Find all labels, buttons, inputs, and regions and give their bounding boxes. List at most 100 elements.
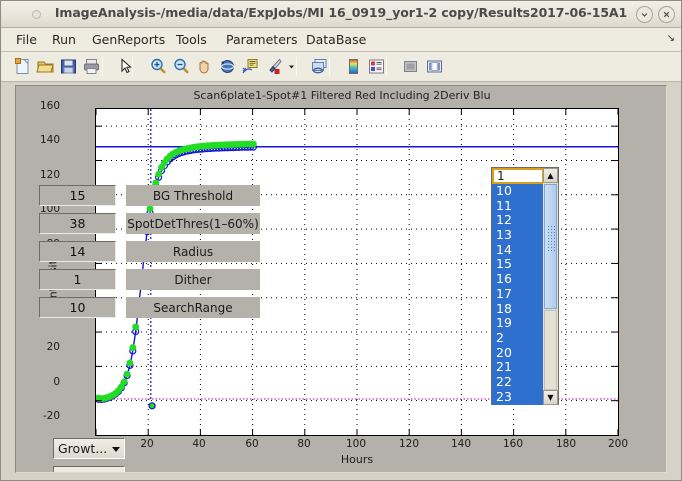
- radius-value[interactable]: 14: [39, 241, 116, 262]
- brush-dropdown-icon[interactable]: [280, 55, 303, 78]
- x-tick-80: 80: [297, 438, 311, 450]
- radius-label: Radius: [126, 241, 260, 262]
- y-tick--20: -20: [42, 410, 60, 422]
- spotdetthres-label: SpotDetThres(1–60%): [126, 213, 260, 234]
- window-title: ImageAnalysis-/media/data/ExpJobs/MI 16_…: [54, 5, 628, 20]
- menu-item-run[interactable]: Run: [52, 32, 76, 47]
- toolbar-separator: [132, 57, 133, 76]
- toolbar-separator: [386, 57, 387, 76]
- growth-model-dropdown[interactable]: Growt...: [53, 438, 125, 459]
- dropdown-option[interactable]: 21: [496, 359, 512, 375]
- y-tick-120: 120: [39, 169, 60, 181]
- brush-icon[interactable]: [262, 55, 285, 78]
- legend-panel-icon[interactable]: [365, 55, 388, 78]
- x-tick-20: 20: [140, 438, 154, 450]
- dropdown-option[interactable]: 12: [496, 212, 512, 228]
- x-tick-120: 120: [398, 438, 420, 450]
- rotate-3d-icon[interactable]: [216, 55, 239, 78]
- scroll-down-arrow-icon[interactable]: ▼: [543, 390, 558, 405]
- bg-threshold-label: BG Threshold: [126, 185, 260, 206]
- searchrange-label: SearchRange: [126, 297, 260, 318]
- zoom-out-icon[interactable]: [170, 55, 193, 78]
- chevron-down-icon: [641, 13, 648, 17]
- scroll-up-arrow-icon[interactable]: ▲: [543, 168, 558, 183]
- spot-selector-list[interactable]: 10 11 12 13 14 15 16 17 18 19 2 20 21 22 23: [492, 184, 545, 405]
- toolbar-separator: [102, 57, 103, 76]
- pan-hand-icon[interactable]: [193, 55, 216, 78]
- menu-overflow-icon[interactable]: ↘: [666, 33, 675, 44]
- y-tick-100: 100: [39, 203, 60, 215]
- dropdown-option[interactable]: 23: [496, 388, 512, 404]
- dropdown-option[interactable]: 19: [496, 315, 512, 331]
- link-plots-icon[interactable]: [308, 55, 331, 78]
- y-tick-0: 0: [53, 376, 60, 388]
- dither-label: Dither: [126, 269, 260, 290]
- save-icon[interactable]: [57, 55, 80, 78]
- x-tick-180: 180: [555, 438, 577, 450]
- x-tick-100: 100: [345, 438, 367, 450]
- pointer-icon[interactable]: [114, 55, 137, 78]
- dropdown-option[interactable]: 22: [496, 373, 512, 389]
- toolbar-separator: [329, 57, 330, 76]
- title-bar: ImageAnalysis-/media/data/ExpJobs/MI 16_…: [1, 1, 681, 28]
- searchrange-value[interactable]: 10: [39, 297, 116, 318]
- dropdown-option[interactable]: 13: [496, 227, 512, 243]
- chart-title: Scan6plate1-Spot#1 Filtered Red Includin…: [193, 89, 491, 102]
- dropdown-option[interactable]: 16: [496, 271, 512, 287]
- dropdown-option[interactable]: 11: [496, 197, 512, 213]
- dropdown-option[interactable]: 10: [496, 184, 512, 198]
- spotdetthres-value[interactable]: 38: [39, 213, 116, 234]
- bg-threshold-value[interactable]: 15: [39, 185, 116, 206]
- dropdown-option[interactable]: 14: [496, 241, 512, 257]
- new-file-icon[interactable]: [11, 55, 34, 78]
- x-tick-200: 200: [607, 438, 629, 450]
- y-tick-160: 160: [39, 100, 60, 112]
- scroll-thumb-grip: [547, 225, 556, 251]
- hide-panel-icon[interactable]: [399, 55, 422, 78]
- menu-item-database[interactable]: DataBase: [306, 32, 367, 47]
- toolbar-separator: [296, 57, 297, 76]
- x-tick-40: 40: [192, 438, 206, 450]
- growth-model-label: Growt...: [58, 441, 108, 456]
- colorbar-icon[interactable]: [342, 55, 365, 78]
- x-tick-60: 60: [245, 438, 259, 450]
- series-measured-points: [96, 140, 257, 410]
- menu-item-file[interactable]: File: [16, 32, 37, 47]
- dropdown-option[interactable]: 20: [496, 344, 512, 360]
- x-tick-140: 140: [450, 438, 472, 450]
- dropdown-option[interactable]: 15: [496, 256, 512, 272]
- y-tick-140: 140: [39, 134, 60, 146]
- dropdown-scroll-thumb[interactable]: [544, 184, 557, 309]
- x-axis-label: Hours: [340, 453, 374, 466]
- continue-button[interactable]: Continue: [53, 466, 125, 472]
- menu-item-parameters[interactable]: Parameters: [226, 32, 298, 47]
- chevron-down-icon: [112, 447, 120, 452]
- dither-value[interactable]: 1: [39, 269, 116, 290]
- menu-bar: File Run GenReports Tools Parameters Dat…: [1, 28, 681, 52]
- print-icon[interactable]: [80, 55, 103, 78]
- y-tick-20: 20: [46, 341, 60, 353]
- dropdown-option[interactable]: 2: [496, 329, 504, 345]
- spot-selector-input[interactable]: 1: [492, 168, 544, 184]
- plot-svg: [96, 109, 618, 435]
- dropdown-scroll-track[interactable]: [544, 310, 557, 390]
- open-folder-icon[interactable]: [34, 55, 57, 78]
- minimize-button[interactable]: [636, 6, 653, 23]
- figure-palette-icon[interactable]: [423, 55, 446, 78]
- x-tick-160: 160: [502, 438, 524, 450]
- close-button[interactable]: [658, 6, 675, 23]
- spot-selector-dropdown[interactable]: 1 10 11 12 13 14 15 16 17 18 19 2 20 21 22 23 ▲ ▼: [491, 167, 559, 405]
- dropdown-scrollbar[interactable]: ▲ ▼: [543, 168, 558, 405]
- dropdown-option[interactable]: 17: [496, 285, 512, 301]
- window-menu-dot[interactable]: [32, 10, 41, 19]
- dropdown-option[interactable]: 18: [496, 300, 512, 316]
- toolbar: [1, 52, 681, 82]
- zoom-in-icon[interactable]: [147, 55, 170, 78]
- axis-ticks: [96, 109, 618, 435]
- insert-legend-icon[interactable]: [239, 55, 262, 78]
- close-icon: [663, 11, 670, 18]
- menu-item-genreports[interactable]: GenReports: [92, 32, 166, 47]
- plot-panel: Scan6plate1-Spot#1 Filtered Red Includin…: [15, 85, 667, 473]
- menu-item-tools[interactable]: Tools: [176, 32, 207, 47]
